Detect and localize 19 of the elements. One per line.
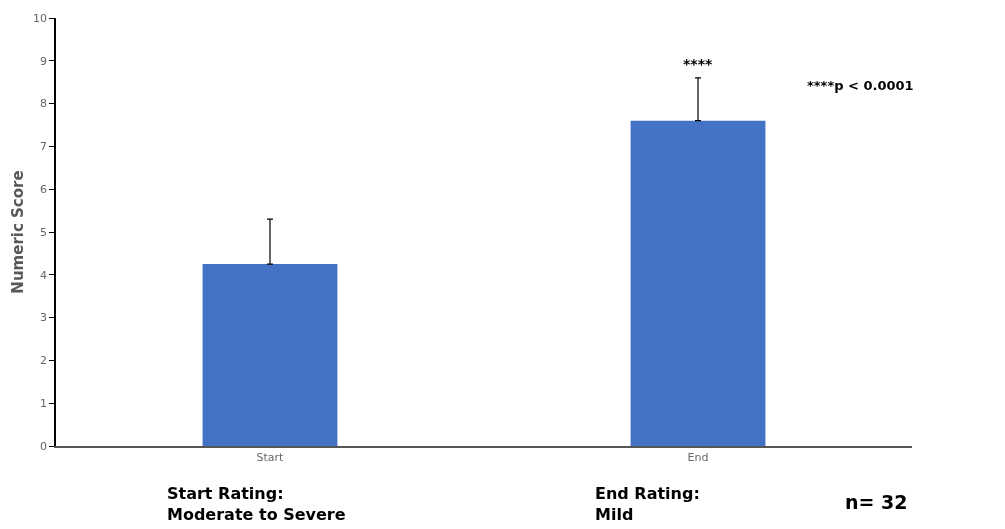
y-tick-label: 1 [40,397,48,411]
y-tick-label: 10 [33,11,48,25]
annotation: **** [683,56,713,72]
y-tick-label: 0 [40,439,48,453]
y-tick-label: 6 [40,183,48,197]
y-tick-label: 2 [40,354,48,368]
y-axis-title: Numeric Score [8,170,27,294]
y-tick-label: 5 [40,225,48,239]
y-tick-label: 8 [40,97,48,111]
text: n= 32 [845,491,908,513]
y-tick-label: 9 [40,54,48,68]
text: End Rating: Mild [595,484,700,524]
y-tick-label: 3 [40,311,48,325]
annotation: ****p < 0.0001 [807,78,914,93]
text: Start Rating: Moderate to Severe [167,484,346,524]
x-tick-label: Start [256,450,285,464]
y-tick-label: 7 [40,140,48,154]
x-tick-label: End [687,450,709,464]
y-tick-label: 4 [40,268,48,282]
